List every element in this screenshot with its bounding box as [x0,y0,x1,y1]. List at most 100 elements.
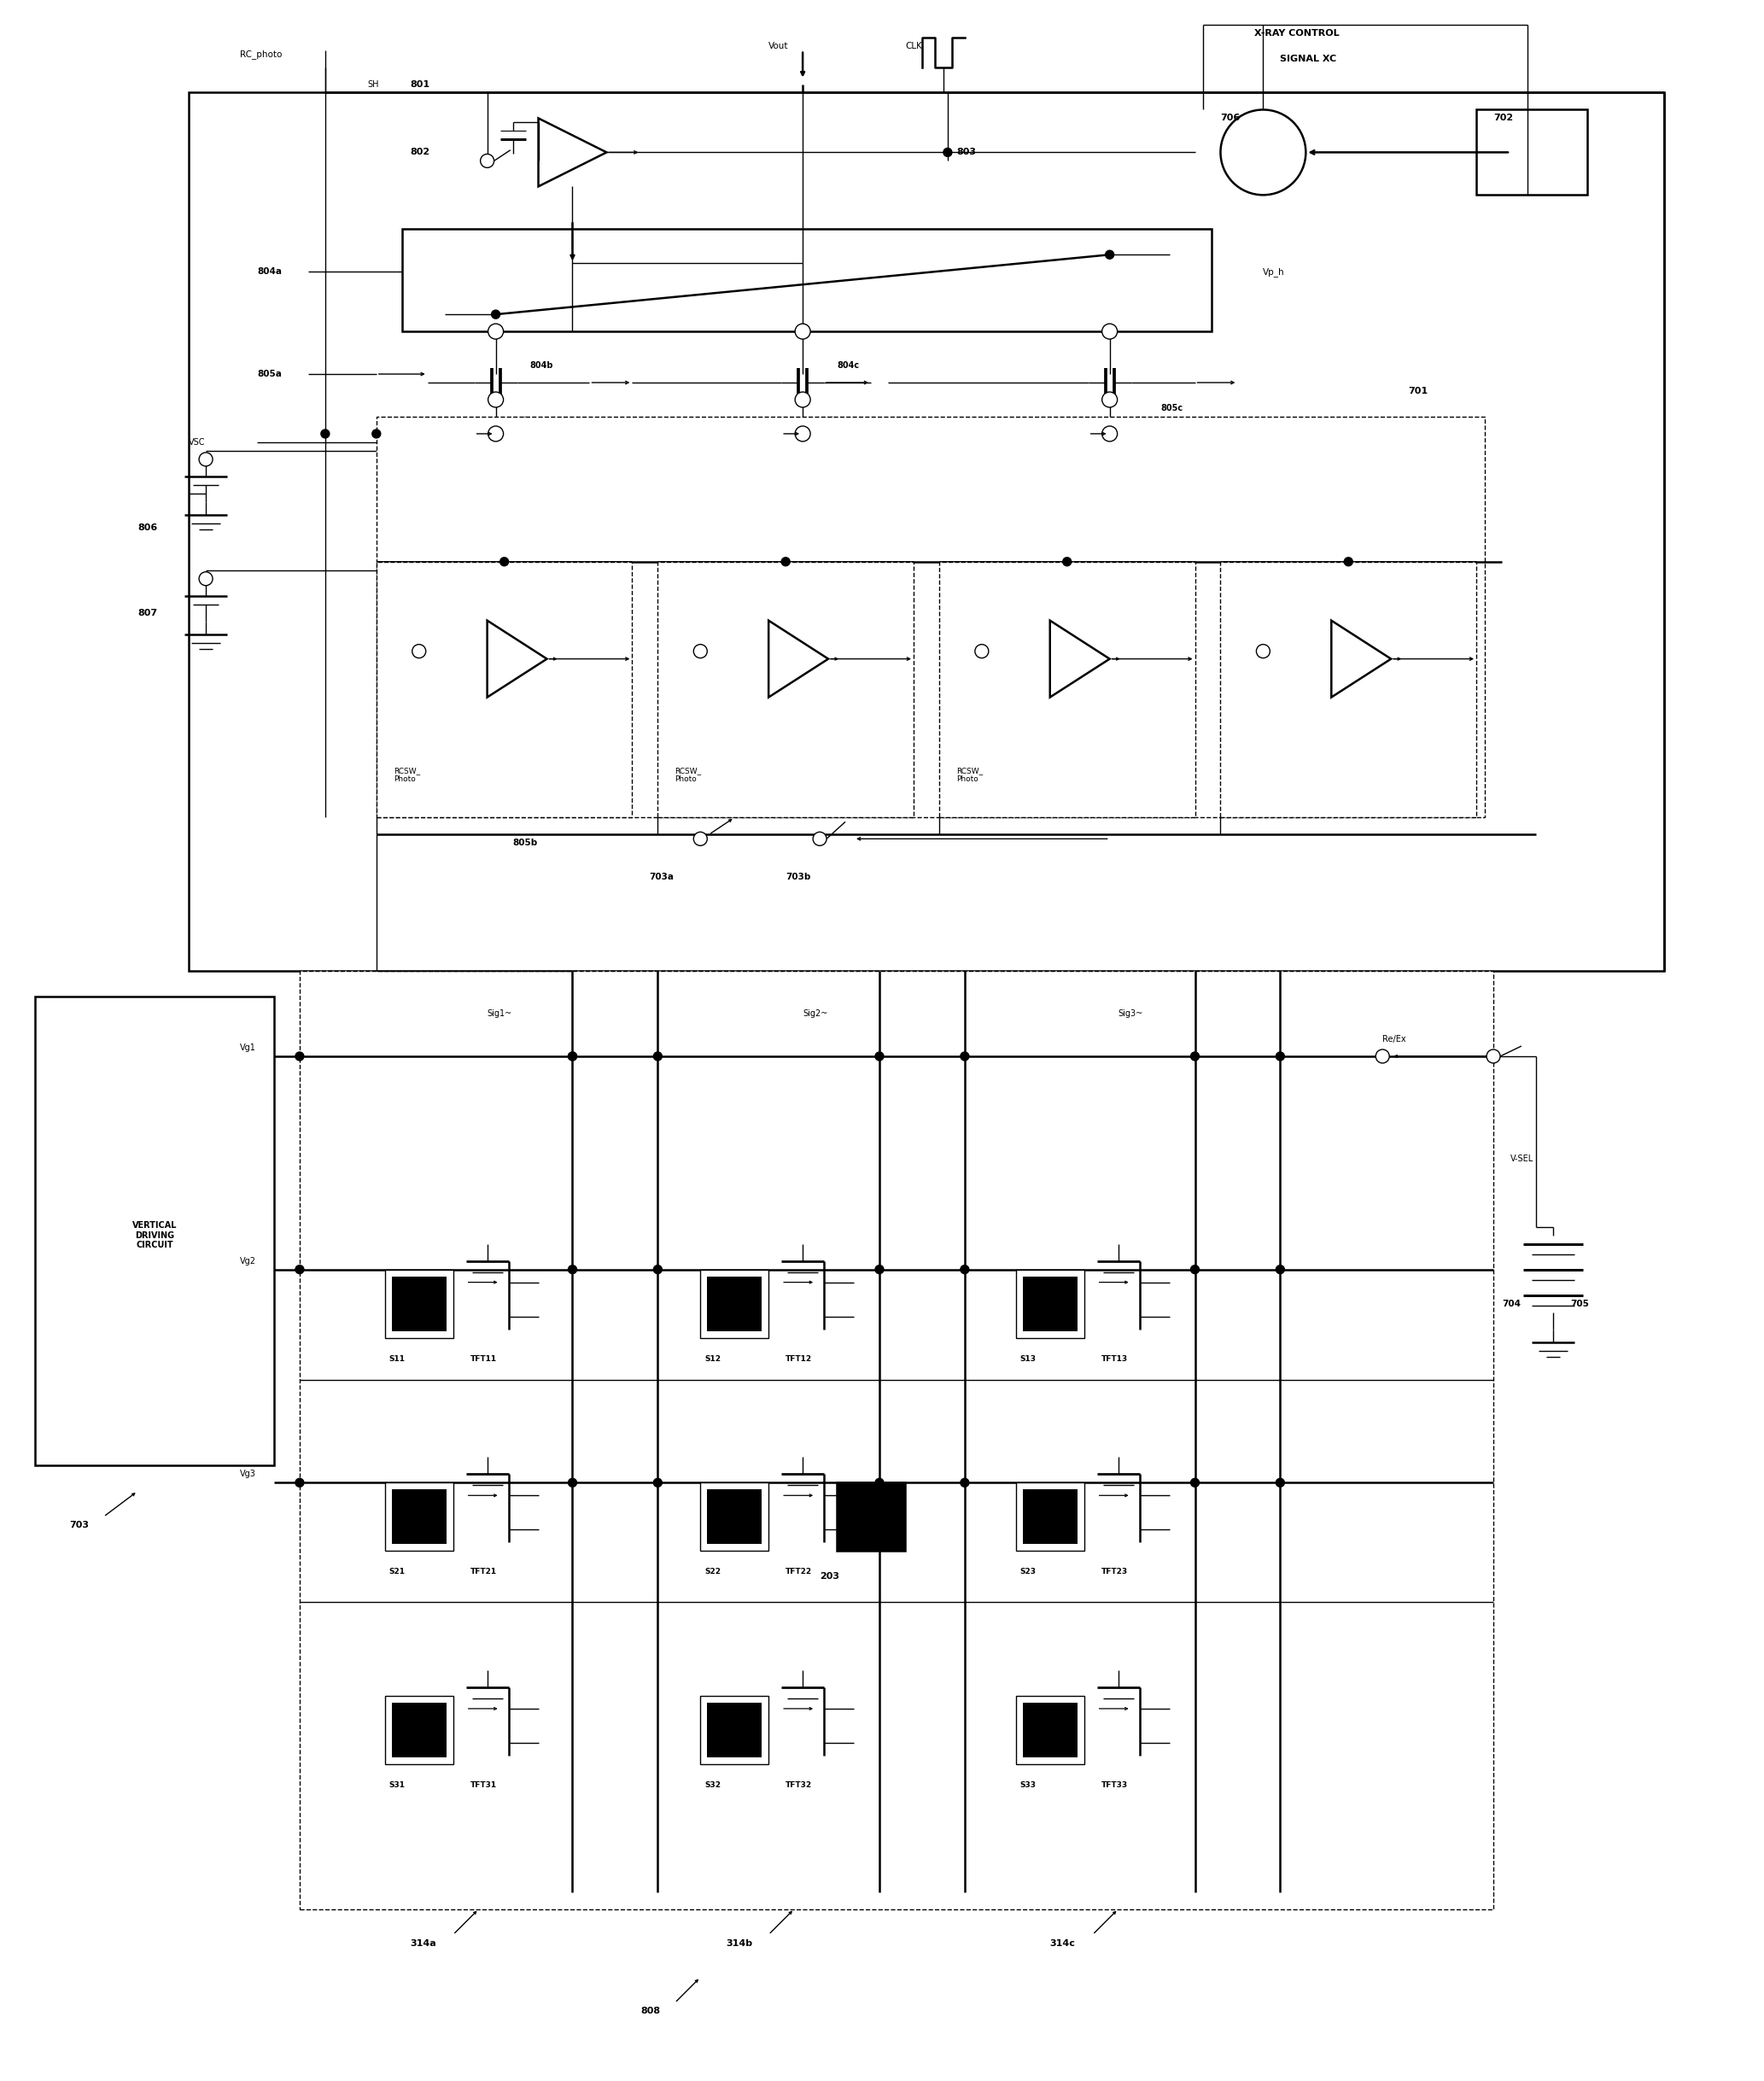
Bar [385,1269,453,1338]
Text: TFT12: TFT12 [785,1355,811,1363]
Text: TFT13: TFT13 [1101,1355,1127,1363]
Circle shape [813,832,827,845]
Text: SIGNAL XC: SIGNAL XC [1281,54,1337,62]
Text: Re/Ex: Re/Ex [1383,1034,1406,1043]
Text: 804a: 804a [258,268,282,277]
Circle shape [1275,1478,1284,1488]
Circle shape [568,1053,577,1061]
Bar [300,972,1494,1908]
Circle shape [1275,1265,1284,1274]
Circle shape [653,1053,662,1061]
Circle shape [413,645,425,658]
Bar [392,1276,446,1332]
Text: 702: 702 [1494,114,1514,123]
Circle shape [693,645,707,658]
Circle shape [499,558,508,566]
Bar [1023,1702,1078,1756]
Text: S23: S23 [1020,1567,1037,1575]
Text: Sig3~: Sig3~ [1118,1009,1143,1018]
Text: S13: S13 [1020,1355,1037,1363]
Circle shape [372,429,381,437]
Circle shape [796,391,810,408]
Circle shape [1102,391,1117,408]
Text: TFT11: TFT11 [471,1355,497,1363]
Circle shape [568,1053,577,1061]
Circle shape [489,391,503,408]
Bar [938,562,1194,818]
Text: 807: 807 [138,608,157,618]
Text: 803: 803 [956,148,975,156]
Bar [1016,1696,1085,1765]
Circle shape [1102,325,1117,339]
Text: TFT23: TFT23 [1101,1567,1127,1575]
Bar [1221,562,1476,818]
Circle shape [1191,1053,1200,1061]
Circle shape [1376,1049,1390,1063]
Text: Sig2~: Sig2~ [803,1009,827,1018]
Text: Vg3: Vg3 [240,1469,256,1478]
Circle shape [1344,558,1353,566]
Bar [700,1482,769,1550]
Text: S22: S22 [704,1567,721,1575]
Bar [707,1490,762,1544]
Text: VSC: VSC [189,437,205,447]
Circle shape [1256,645,1270,658]
Bar [35,997,273,1465]
Circle shape [653,1478,662,1488]
Text: 203: 203 [820,1573,840,1582]
Text: RCSW_
Photo: RCSW_ Photo [676,766,702,782]
Text: 806: 806 [138,522,157,533]
Circle shape [875,1478,884,1488]
Circle shape [781,558,790,566]
Circle shape [960,1478,968,1488]
Circle shape [653,1265,662,1274]
Circle shape [960,1053,968,1061]
Circle shape [975,645,988,658]
Text: VERTICAL
DRIVING
CIRCUIT: VERTICAL DRIVING CIRCUIT [132,1222,176,1249]
Text: RCSW_
Photo: RCSW_ Photo [393,766,420,782]
Bar [392,1490,446,1544]
Circle shape [489,427,503,441]
Circle shape [295,1478,303,1488]
Bar [1016,1269,1085,1338]
Bar [700,1269,769,1338]
Text: TFT22: TFT22 [785,1567,811,1575]
Bar [707,1702,762,1756]
Circle shape [1487,1049,1499,1063]
Text: 801: 801 [411,79,430,87]
Text: X-RAY CONTROL: X-RAY CONTROL [1254,29,1339,37]
Circle shape [1062,558,1071,566]
Text: S32: S32 [704,1781,721,1790]
Bar [402,229,1212,331]
Text: S21: S21 [390,1567,406,1575]
Circle shape [492,310,499,318]
Circle shape [796,325,810,339]
Circle shape [796,427,810,441]
Circle shape [568,1265,577,1274]
Text: 804b: 804b [529,362,554,370]
Circle shape [199,452,213,466]
Bar [376,416,1485,818]
Circle shape [1106,250,1113,258]
Circle shape [568,1478,577,1488]
Text: TFT21: TFT21 [471,1567,497,1575]
Text: Vg2: Vg2 [240,1257,256,1265]
Text: 703a: 703a [649,872,674,882]
Circle shape [1102,427,1117,441]
Bar [385,1696,453,1765]
Text: 805a: 805a [258,370,282,379]
Bar [385,1482,453,1550]
Bar [376,562,632,818]
Bar [1023,1490,1078,1544]
Text: 704: 704 [1501,1299,1521,1307]
Text: V-SEL: V-SEL [1510,1155,1533,1163]
Circle shape [321,429,330,437]
Text: 703b: 703b [785,872,811,882]
Text: Vg1: Vg1 [240,1043,256,1053]
Text: RC_photo: RC_photo [240,50,282,58]
Text: 805b: 805b [513,839,538,847]
Text: 706: 706 [1221,114,1240,123]
Text: 805c: 805c [1161,404,1184,412]
Text: 703: 703 [69,1521,88,1530]
Text: 804c: 804c [836,362,859,370]
